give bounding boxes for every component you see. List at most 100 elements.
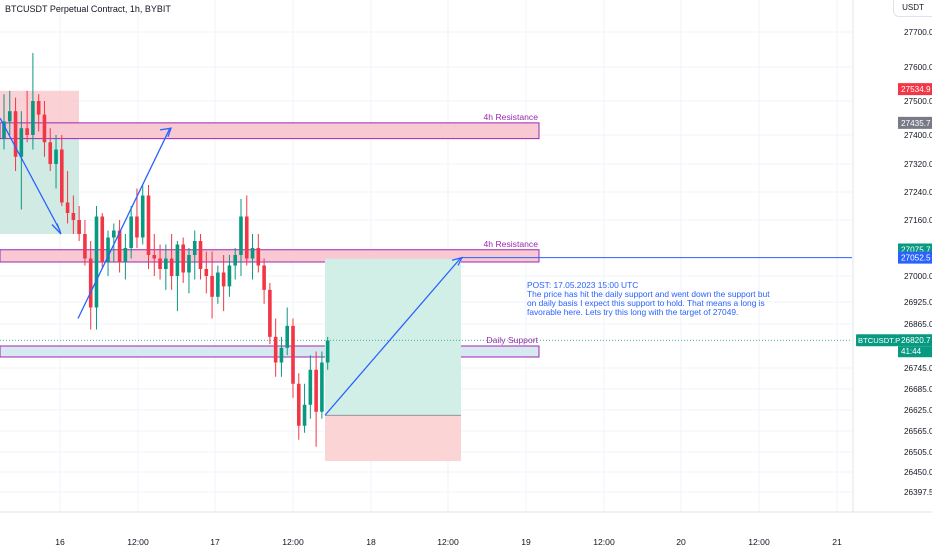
candle-body-32 — [187, 255, 191, 273]
candle-body-48 — [279, 347, 284, 363]
candle-body-9 — [54, 149, 58, 164]
y-tick-label-4: 27320.0 — [904, 160, 932, 169]
x-tick-label-8: 20 — [676, 537, 686, 547]
y-tick-label-7: 27000.0 — [904, 272, 932, 281]
candle-body-24 — [140, 195, 145, 238]
y-tick-label-1: 27600.0 — [904, 63, 932, 72]
candle-body-20 — [117, 230, 122, 262]
zone-0 — [0, 122, 540, 140]
candle-body-31 — [181, 244, 185, 273]
price-tag-4 — [898, 334, 932, 347]
y-tick-label-8: 26925.0 — [904, 298, 932, 307]
candle-body-45 — [262, 265, 266, 290]
price-tag-label-4: 26820.7 — [901, 336, 931, 345]
candle-body-40 — [233, 255, 237, 266]
candle-body-7 — [42, 114, 47, 143]
symbol-tag — [856, 334, 898, 347]
candle-body-54 — [314, 369, 318, 412]
x-tick-label-6: 19 — [521, 537, 531, 547]
candle-body-23 — [135, 216, 139, 238]
y-tick-label-6: 27160.0 — [904, 216, 932, 225]
candle-body-22 — [129, 216, 133, 248]
candle-body-49 — [285, 325, 290, 348]
y-tick-label-3: 27400.0 — [904, 131, 932, 140]
candle-body-6 — [36, 101, 41, 115]
candle-body-26 — [152, 255, 157, 259]
candle-body-35 — [204, 269, 209, 276]
candle-body-16 — [94, 216, 99, 308]
trade-note: POST: 17.05.2023 15:00 UTC The price has… — [527, 280, 770, 317]
candle-body-42 — [244, 216, 249, 259]
x-tick-label-5: 12:00 — [437, 537, 459, 547]
candle-body-19 — [112, 230, 116, 238]
candle-body-8 — [48, 142, 53, 164]
countdown-label: 41:44 — [901, 347, 922, 356]
x-tick-label-9: 12:00 — [748, 537, 770, 547]
candle-body-0 — [2, 121, 6, 139]
y-tick-label-12: 26625.0 — [904, 406, 932, 415]
candle-body-28 — [164, 258, 168, 269]
candle-body-56 — [325, 340, 330, 363]
candle-body-41 — [239, 216, 243, 255]
x-tick-label-1: 12:00 — [127, 537, 149, 547]
y-tick-label-13: 26565.0 — [904, 427, 932, 436]
arrow-head-2 — [159, 127, 172, 138]
candle-body-25 — [146, 195, 151, 255]
zone-2 — [0, 345, 540, 358]
candle-body-36 — [210, 276, 214, 297]
candle-body-12 — [71, 213, 76, 220]
currency-box[interactable] — [893, 0, 932, 17]
countdown-tag — [898, 346, 932, 358]
candle-body-33 — [192, 241, 197, 255]
zone-label-0: 4h Resistance — [484, 112, 539, 122]
y-tick-label-11: 26685.0 — [904, 385, 932, 394]
arrow-target — [324, 257, 462, 416]
candle-body-30 — [175, 244, 180, 276]
candle-body-47 — [273, 336, 278, 363]
candle-body-50 — [291, 325, 295, 384]
y-tick-label-10: 26745.0 — [904, 364, 932, 373]
candle-body-43 — [250, 248, 255, 259]
arrow-head-1 — [51, 223, 62, 235]
candle-body-38 — [221, 272, 226, 287]
candle-body-29 — [169, 258, 174, 276]
price-tag-label-1: 27435.7 — [901, 119, 931, 128]
price-tag-1 — [898, 116, 932, 129]
x-tick-label-3: 12:00 — [282, 537, 304, 547]
candle-body-27 — [158, 258, 162, 269]
candle-body-18 — [106, 237, 110, 262]
candle-body-1 — [7, 111, 12, 122]
price-tag-label-0: 27534.9 — [901, 85, 931, 94]
candle-body-2 — [13, 111, 18, 157]
candle-body-4 — [25, 128, 29, 135]
y-tick-label-5: 27240.0 — [904, 188, 932, 197]
x-tick-label-0: 16 — [55, 537, 65, 547]
y-tick-label-16: 26397.5 — [904, 488, 932, 497]
candle-body-11 — [65, 202, 70, 213]
x-tick-label-10: 21 — [832, 537, 842, 547]
y-tick-label-0: 27700.0 — [904, 28, 932, 37]
candle-body-17 — [100, 216, 105, 262]
arrow-head-3 — [451, 256, 464, 266]
candle-body-53 — [308, 369, 313, 405]
candle-body-5 — [31, 101, 35, 135]
price-tag-label-2: 27075.7 — [901, 246, 931, 255]
candle-body-51 — [296, 383, 301, 426]
arrow-up-1 — [77, 127, 171, 319]
symbol-tag-label: BTCUSDT.P — [858, 336, 900, 345]
zone-label-2: Daily Support — [486, 335, 538, 345]
x-tick-label-4: 18 — [366, 537, 376, 547]
candle-body-44 — [256, 248, 261, 266]
chart-title: BTCUSDT Perpetual Contract, 1h, BYBIT — [5, 4, 171, 14]
candle-body-14 — [83, 234, 87, 259]
candle-body-52 — [302, 404, 307, 426]
y-tick-label-2: 27500.0 — [904, 97, 932, 106]
zone-label-1: 4h Resistance — [484, 239, 539, 249]
currency-label: USDT — [902, 3, 924, 12]
candle-body-55 — [320, 362, 324, 412]
price-tag-3 — [898, 251, 932, 264]
x-tick-label-7: 12:00 — [593, 537, 615, 547]
candle-body-15 — [88, 258, 93, 308]
